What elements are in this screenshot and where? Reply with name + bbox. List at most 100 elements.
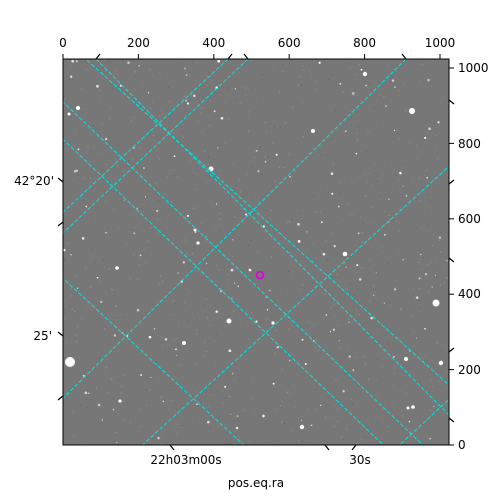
noise-pixel xyxy=(161,162,162,164)
noise-pixel xyxy=(235,300,237,302)
star xyxy=(99,300,103,304)
noise-pixel xyxy=(290,179,292,181)
star xyxy=(153,327,156,330)
noise-pixel xyxy=(132,92,133,94)
noise-pixel xyxy=(415,383,417,385)
noise-pixel xyxy=(281,71,283,72)
noise-pixel xyxy=(272,142,274,144)
star xyxy=(147,92,150,94)
noise-pixel xyxy=(222,252,224,254)
noise-pixel xyxy=(347,181,349,182)
noise-pixel xyxy=(402,415,404,417)
noise-pixel xyxy=(320,99,322,101)
noise-pixel xyxy=(426,132,428,134)
noise-pixel xyxy=(79,363,81,365)
noise-pixel xyxy=(342,94,343,96)
noise-pixel xyxy=(102,260,104,262)
noise-pixel xyxy=(118,103,120,105)
noise-pixel xyxy=(134,71,136,73)
noise-pixel xyxy=(305,428,307,430)
noise-pixel xyxy=(324,353,326,355)
noise-pixel xyxy=(92,399,94,400)
noise-pixel xyxy=(221,228,223,230)
noise-pixel xyxy=(283,167,285,168)
noise-pixel xyxy=(234,431,236,433)
noise-pixel xyxy=(227,88,229,90)
noise-pixel xyxy=(371,206,373,208)
noise-pixel xyxy=(367,110,369,112)
noise-pixel xyxy=(209,337,211,339)
noise-pixel xyxy=(125,254,127,255)
noise-pixel xyxy=(379,423,381,425)
noise-pixel xyxy=(123,419,124,421)
noise-pixel xyxy=(335,228,337,229)
noise-pixel xyxy=(247,376,249,378)
noise-pixel xyxy=(86,349,88,351)
noise-pixel xyxy=(115,432,117,434)
noise-pixel xyxy=(88,338,89,340)
y-tick-label: 400 xyxy=(458,287,481,301)
noise-pixel xyxy=(153,135,155,136)
noise-pixel xyxy=(186,321,188,323)
x-tick-label: 800 xyxy=(353,36,376,50)
noise-pixel xyxy=(437,161,439,163)
noise-pixel xyxy=(401,308,403,310)
star xyxy=(82,374,85,377)
noise-pixel xyxy=(422,187,424,189)
noise-pixel xyxy=(159,443,161,445)
noise-pixel xyxy=(440,284,441,286)
noise-pixel xyxy=(65,157,67,159)
noise-pixel xyxy=(310,441,311,443)
noise-pixel xyxy=(112,301,114,303)
noise-pixel xyxy=(291,390,293,392)
star xyxy=(231,298,233,300)
noise-pixel xyxy=(247,338,249,340)
noise-pixel xyxy=(187,236,189,238)
noise-pixel xyxy=(406,151,408,153)
noise-pixel xyxy=(94,379,96,380)
noise-pixel xyxy=(238,260,240,262)
noise-pixel xyxy=(428,291,430,293)
noise-pixel xyxy=(399,220,401,222)
noise-pixel xyxy=(280,405,282,406)
target-marker[interactable] xyxy=(255,270,265,280)
star xyxy=(434,274,437,276)
noise-pixel xyxy=(140,222,142,224)
noise-pixel xyxy=(136,423,138,425)
noise-pixel xyxy=(123,401,125,402)
noise-pixel xyxy=(354,266,355,268)
noise-pixel xyxy=(288,147,290,149)
noise-pixel xyxy=(280,126,281,128)
noise-pixel xyxy=(259,359,261,360)
noise-pixel xyxy=(292,106,294,108)
noise-pixel xyxy=(444,101,446,103)
noise-pixel xyxy=(445,361,447,363)
noise-pixel xyxy=(390,305,391,307)
noise-pixel xyxy=(185,237,186,239)
star xyxy=(271,321,275,325)
noise-pixel xyxy=(436,261,437,263)
noise-pixel xyxy=(201,107,203,109)
noise-pixel xyxy=(203,305,205,307)
noise-pixel xyxy=(362,390,364,392)
noise-pixel xyxy=(147,391,149,393)
noise-pixel xyxy=(404,390,406,392)
noise-pixel xyxy=(72,412,74,414)
star xyxy=(71,59,75,63)
noise-pixel xyxy=(357,288,359,290)
star xyxy=(248,268,252,272)
noise-pixel xyxy=(251,312,253,314)
noise-pixel xyxy=(191,378,193,380)
noise-pixel xyxy=(355,314,357,316)
noise-pixel xyxy=(228,443,230,445)
x-tick-label: 600 xyxy=(278,36,301,50)
noise-pixel xyxy=(309,299,311,301)
star xyxy=(310,424,313,427)
noise-pixel xyxy=(216,334,218,336)
noise-pixel xyxy=(335,219,337,221)
noise-pixel xyxy=(445,366,447,368)
noise-pixel xyxy=(77,361,78,362)
noise-pixel xyxy=(346,314,348,316)
noise-pixel xyxy=(344,68,346,70)
